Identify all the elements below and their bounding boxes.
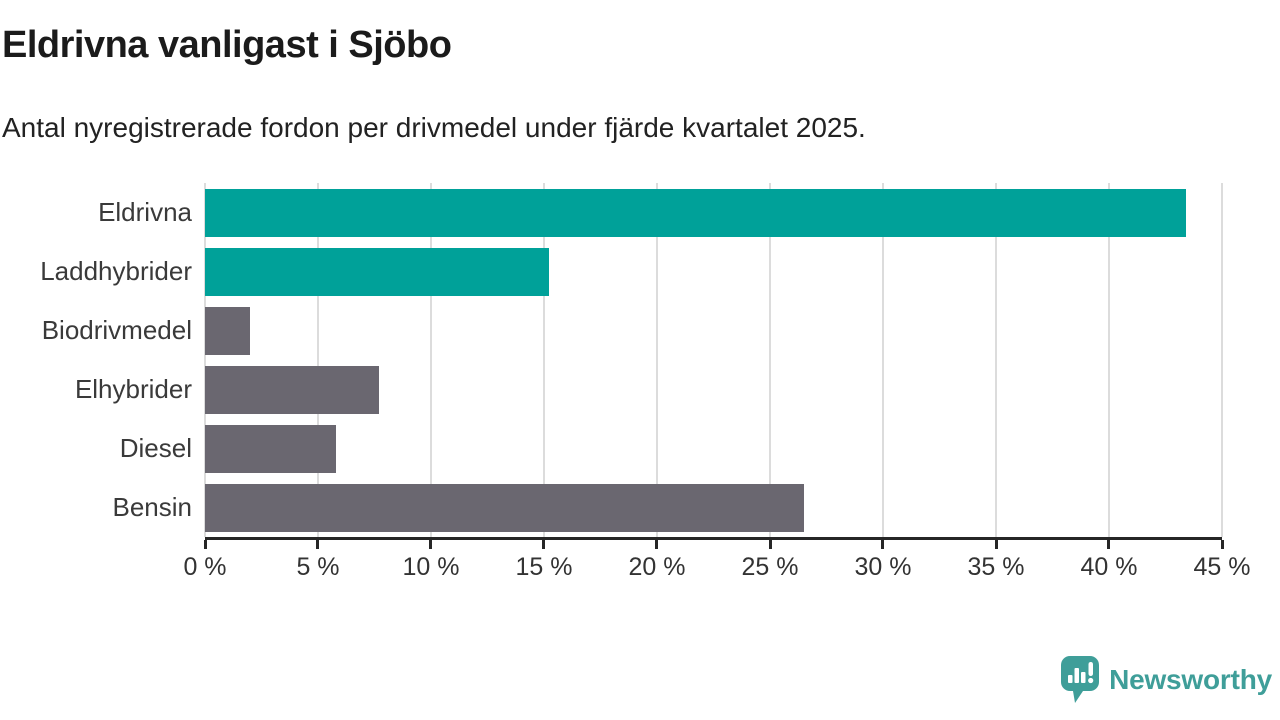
x-axis: 0 % 5 % 10 % 15 % 20 % 25 % 30 % 35 % 40 % 45 %: [183, 540, 1250, 590]
x-axis-tick: [881, 540, 885, 549]
brand-name: Newsworthy: [1109, 663, 1272, 695]
footer-brand: Newsworthy: [1060, 655, 1272, 704]
page-subtitle: Antal nyregistrerade fordon per drivmede…: [2, 112, 866, 143]
x-axis-tick: [542, 540, 546, 549]
x-axis-tick-label: 45 %: [1193, 553, 1251, 581]
gridline: [316, 183, 319, 537]
gridline: [995, 183, 997, 537]
x-axis-tick-label: 20 %: [628, 553, 686, 581]
x-axis-tick: [655, 540, 659, 549]
category-label: Eldrivna: [98, 197, 192, 227]
page-title: Eldrivna vanligast i Sjöbo: [2, 24, 452, 66]
chart-plot-area: [204, 183, 1223, 540]
gridline: [1221, 183, 1223, 537]
bar-eldrivna: [205, 188, 1186, 237]
gridline: [655, 183, 658, 537]
x-axis-tick-label: 25 %: [741, 553, 799, 581]
category-label: Bensin: [112, 492, 193, 522]
x-axis-tick-label: 10 %: [402, 553, 460, 581]
gridline: [204, 183, 206, 537]
x-axis-tick-label: 35 %: [967, 553, 1025, 581]
x-axis-tick: [316, 540, 320, 549]
x-axis-tick: [994, 540, 998, 549]
gridline: [769, 183, 771, 537]
category-label: Laddhybrider: [40, 256, 192, 286]
newsworthy-logo-icon: [1061, 656, 1100, 703]
x-axis-tick: [1107, 540, 1111, 549]
x-axis-tick: [203, 540, 207, 549]
bar-diesel: [205, 424, 337, 473]
bar-elhybrider: [205, 365, 380, 414]
x-axis-tick: [768, 540, 772, 549]
gridline: [542, 183, 545, 537]
bar-bensin: [205, 483, 804, 532]
x-axis-tick-label: 0 %: [183, 553, 227, 581]
x-axis-tick: [1220, 540, 1224, 549]
x-axis-tick-label: 15 %: [515, 553, 573, 581]
bar-biodrivmedel: [205, 306, 251, 355]
gridline: [1107, 183, 1110, 537]
x-axis-tick-label: 5 %: [296, 553, 340, 581]
x-axis-tick: [429, 540, 433, 549]
x-axis-tick-label: 40 %: [1080, 553, 1138, 581]
gridline: [429, 183, 432, 537]
x-axis-tick-label: 30 %: [854, 553, 912, 581]
category-label: Elhybrider: [74, 374, 192, 404]
category-label: Diesel: [119, 433, 192, 463]
bar-laddhybrider: [205, 247, 549, 296]
gridline: [881, 183, 884, 537]
category-label: Biodrivmedel: [41, 315, 192, 345]
y-axis-labels: Eldrivna Laddhybrider Biodrivmedel Elhybrid…: [0, 183, 192, 537]
